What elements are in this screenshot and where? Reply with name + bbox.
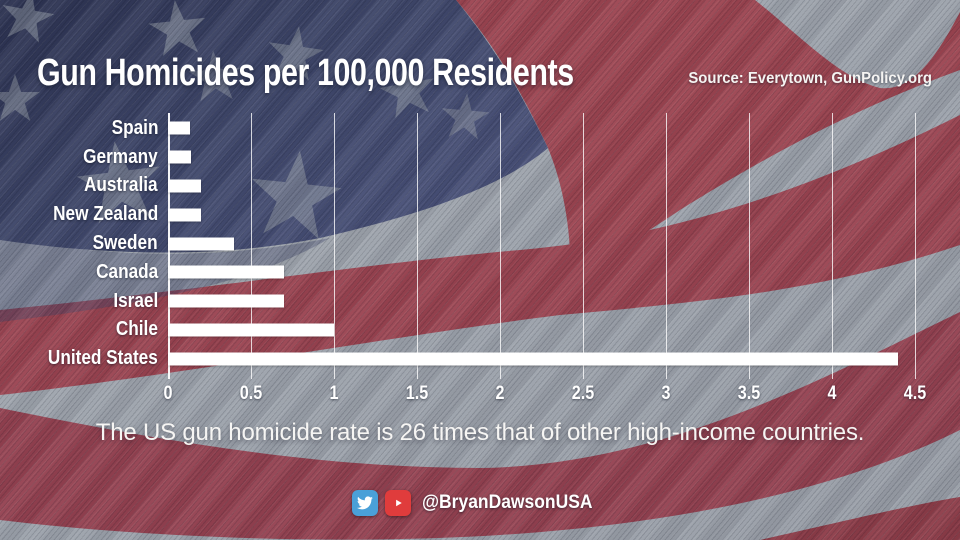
x-axis-ticks: 0 0.5 1 1.5 2 2.5 3 3.5 4 4.5 xyxy=(164,383,927,407)
x-tick-label: 2.5 xyxy=(571,383,595,404)
x-tick-label: 4.5 xyxy=(903,383,927,404)
bar-row: United States xyxy=(0,344,960,373)
footer-handle: @BryanDawsonUSA xyxy=(422,492,593,513)
bar-track xyxy=(168,258,915,287)
x-tick-label: 3.5 xyxy=(737,383,761,404)
x-tick-label: 0 xyxy=(163,383,173,404)
country-label: Spain xyxy=(111,116,158,139)
canton-shadow xyxy=(0,238,330,322)
x-tick-label: 1 xyxy=(329,383,339,404)
country-label: New Zealand xyxy=(52,203,158,226)
bar xyxy=(168,179,202,193)
bar-chart: Spain Germany Australia New Zealand Sweden Ca… xyxy=(0,114,960,373)
bar-row: New Zealand xyxy=(0,200,960,229)
bar-row: Chile xyxy=(0,316,960,345)
gridline xyxy=(500,113,501,379)
gridline xyxy=(251,113,252,379)
x-tick-label: 2 xyxy=(495,383,505,404)
bar-track xyxy=(168,200,915,229)
footer: @BryanDawsonUSA xyxy=(0,490,960,516)
bar xyxy=(168,121,190,135)
bar-track xyxy=(168,316,915,345)
caption: The US gun homicide rate is 26 times tha… xyxy=(95,419,865,446)
bar xyxy=(168,323,334,337)
bar xyxy=(168,208,202,222)
x-tick-label: 1.5 xyxy=(405,383,429,404)
bar xyxy=(168,265,285,279)
gridline xyxy=(583,113,584,379)
country-label: Sweden xyxy=(93,232,158,255)
bar xyxy=(168,294,285,308)
bar-track xyxy=(168,344,915,373)
bar xyxy=(168,150,192,164)
twitter-icon xyxy=(352,490,379,516)
source-credit: Source: Everytown, GunPolicy.org xyxy=(688,70,932,87)
x-tick-label: 0.5 xyxy=(239,383,263,404)
x-tick-label: 4 xyxy=(827,383,837,404)
country-label: Chile xyxy=(115,318,158,341)
bar-track xyxy=(168,172,915,201)
country-label: Israel xyxy=(113,289,158,312)
gridline xyxy=(417,113,418,379)
bar-row: Spain xyxy=(0,114,960,143)
youtube-icon xyxy=(385,490,412,516)
gridline xyxy=(832,113,833,379)
bar-track xyxy=(168,229,915,258)
gridline xyxy=(334,113,335,379)
bar-row: Germany xyxy=(0,143,960,172)
bar-row: Canada xyxy=(0,258,960,287)
bar-row: Australia xyxy=(0,172,960,201)
bar xyxy=(168,352,899,366)
page-title: Gun Homicides per 100,000 Residents xyxy=(37,52,574,94)
bar-track xyxy=(168,114,915,143)
bar-track xyxy=(168,143,915,172)
gridline xyxy=(749,113,750,379)
gridline xyxy=(915,113,916,379)
country-label: Australia xyxy=(84,174,158,197)
bar-row: Sweden xyxy=(0,229,960,258)
bar-row: Israel xyxy=(0,287,960,316)
bar-track xyxy=(168,287,915,316)
country-label: Germany xyxy=(83,145,158,168)
country-label: United States xyxy=(48,347,158,370)
country-label: Canada xyxy=(95,260,158,283)
gridline xyxy=(666,113,667,379)
bar xyxy=(168,237,235,251)
x-tick-label: 3 xyxy=(661,383,671,404)
